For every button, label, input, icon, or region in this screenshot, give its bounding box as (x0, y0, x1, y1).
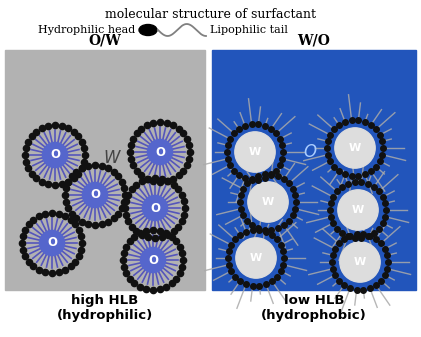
Text: O: O (150, 202, 160, 214)
Bar (212, 50, 416, 290)
Text: W: W (262, 197, 274, 207)
Ellipse shape (139, 25, 157, 35)
Circle shape (235, 132, 275, 172)
Text: O: O (304, 143, 317, 161)
Text: Hydrophilic head: Hydrophilic head (38, 25, 135, 35)
Text: O: O (47, 237, 57, 249)
Circle shape (43, 143, 68, 167)
Bar (5, 50, 205, 290)
Text: W: W (249, 147, 261, 157)
Text: O: O (155, 146, 165, 158)
Text: low HLB
(hydrophobic): low HLB (hydrophobic) (261, 294, 367, 322)
Circle shape (147, 140, 173, 164)
Text: W: W (352, 205, 364, 215)
Circle shape (236, 238, 276, 278)
Circle shape (83, 182, 108, 208)
Circle shape (248, 182, 288, 222)
Circle shape (335, 128, 375, 168)
Text: high HLB
(hydrophilic): high HLB (hydrophilic) (57, 294, 153, 322)
Text: O: O (90, 188, 100, 202)
Text: W: W (250, 253, 262, 263)
Text: molecular structure of surfactant: molecular structure of surfactant (105, 8, 316, 21)
Circle shape (140, 247, 165, 273)
Circle shape (338, 190, 378, 230)
Circle shape (142, 195, 168, 221)
Text: O: O (50, 149, 60, 161)
Text: W: W (104, 149, 120, 167)
Text: O: O (148, 253, 158, 267)
Circle shape (40, 231, 64, 255)
Text: W/O: W/O (298, 33, 330, 47)
Circle shape (340, 242, 380, 282)
Text: W: W (354, 257, 366, 267)
Text: W: W (349, 143, 361, 153)
Text: O/W: O/W (88, 33, 121, 47)
Text: Lipophilic tail: Lipophilic tail (210, 25, 288, 35)
